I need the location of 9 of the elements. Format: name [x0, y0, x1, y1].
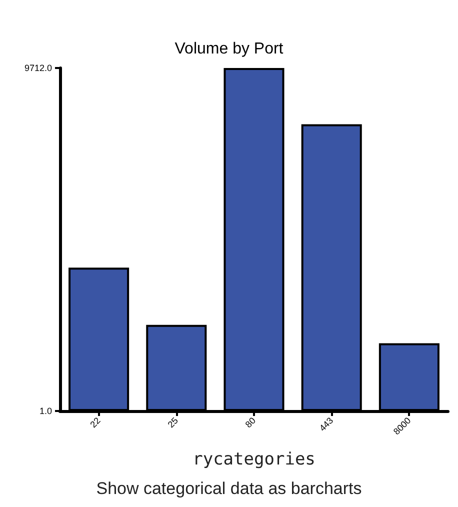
x-tick-label: 25: [166, 415, 180, 430]
x-tick-label: 80: [243, 415, 258, 430]
x-tick-label: 443: [317, 415, 336, 434]
x-tick-label: 22: [88, 415, 102, 430]
x-axis-title: rycategories: [192, 450, 316, 470]
chart-title: Volume by Port: [174, 40, 284, 58]
text: Show categorical data as barcharts: [96, 479, 362, 498]
y-tick-label: 1.0: [39, 406, 52, 416]
y-tick-label: 9712.0: [24, 63, 52, 73]
